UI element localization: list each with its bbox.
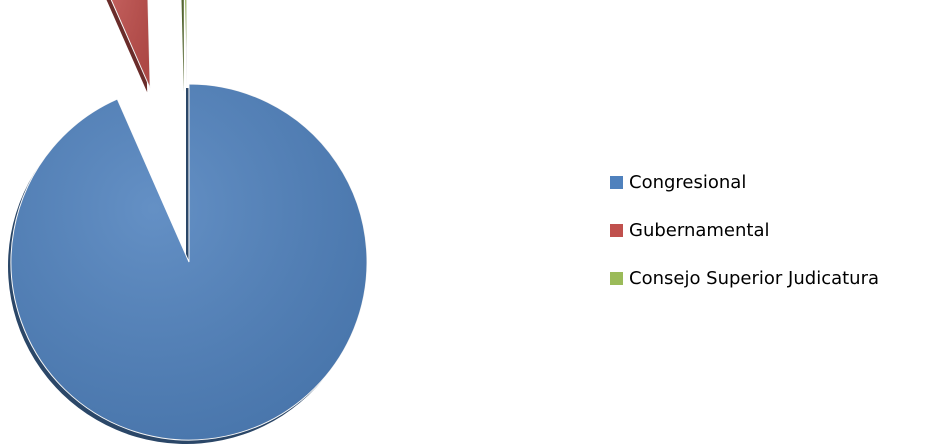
legend-swatch-gubernamental [610, 223, 623, 237]
legend-label-gubernamental: Gubernamental [629, 219, 770, 241]
pie-slices [7, 0, 368, 444]
legend-swatch-congresional [610, 175, 623, 189]
pie-slice-shading-gubernamental [111, 0, 151, 89]
pie-slice-shading-consejo-superior-judicatura [184, 0, 187, 88]
legend: Congresional Gubernamental Consejo Super… [610, 170, 930, 314]
legend-label-consejo-superior-judicatura: Consejo Superior Judicatura [629, 267, 880, 289]
legend-label-congresional: Congresional [629, 171, 747, 193]
pie-slice-shading-congresional [10, 84, 368, 440]
legend-swatch-consejo-superior-judicatura [610, 271, 623, 285]
pie-slice-shadow-consejo-superior-judicatura [181, 0, 184, 92]
legend-item-congresional: Congresional [610, 170, 930, 194]
legend-item-gubernamental: Gubernamental [610, 218, 930, 242]
legend-item-consejo-superior-judicatura: Consejo Superior Judicatura [610, 266, 930, 290]
